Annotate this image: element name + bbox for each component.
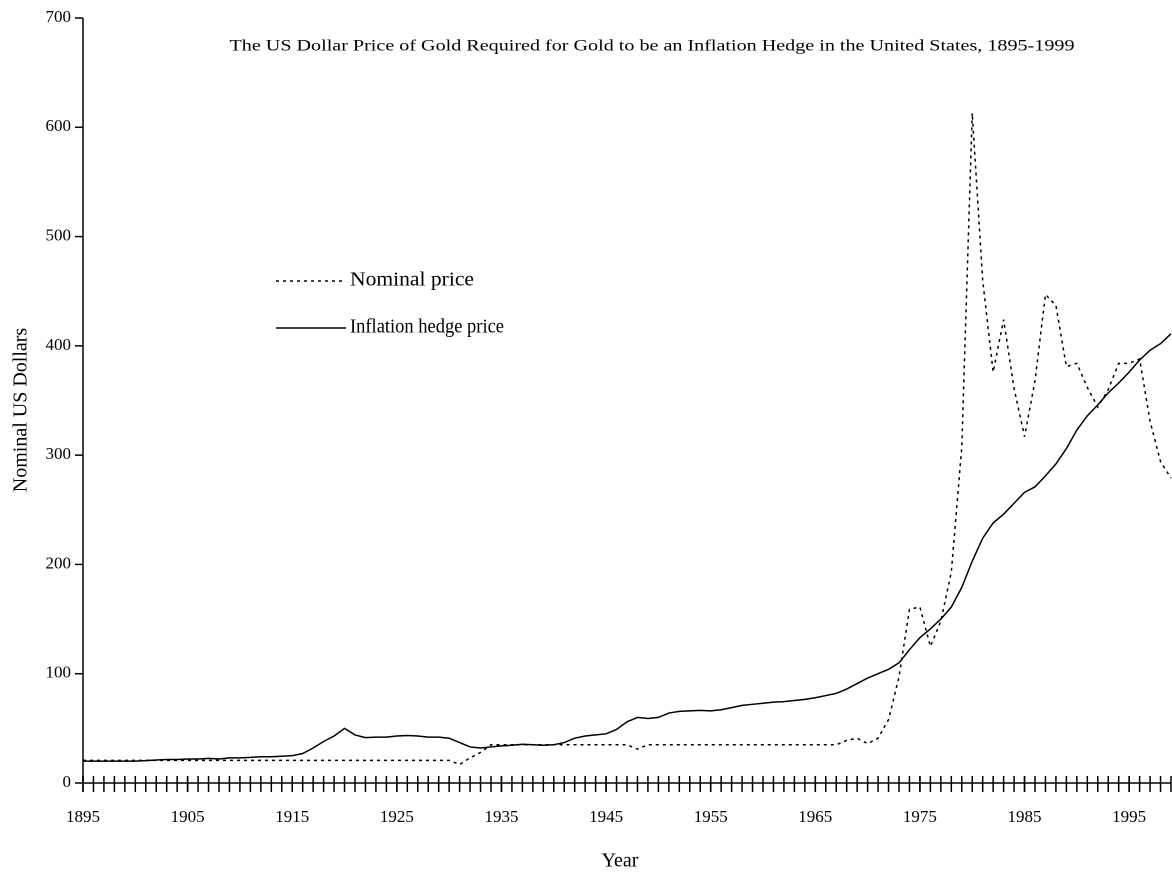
line-series: [83, 113, 1172, 766]
legend-label: Nominal price: [350, 269, 474, 291]
y-axis-label: Nominal US Dollars: [10, 328, 32, 493]
y-tick-label: 0: [63, 772, 72, 791]
y-tick-label: 700: [46, 7, 72, 26]
legend-label: Inflation hedge price: [350, 316, 504, 338]
line-series: [83, 333, 1172, 762]
y-tick-label: 300: [46, 444, 72, 463]
y-tick-label: 600: [46, 116, 72, 135]
x-tick-label: 1915: [275, 807, 309, 826]
y-tick-label: 100: [46, 663, 72, 682]
y-tick-label: 500: [46, 225, 72, 244]
x-tick-label: 1955: [694, 807, 728, 826]
x-axis-label: Year: [602, 850, 639, 872]
x-tick-label: 1895: [66, 807, 100, 826]
y-tick-label: 200: [46, 553, 72, 572]
x-tick-label: 1945: [589, 807, 623, 826]
x-tick-label: 1905: [171, 807, 205, 826]
x-tick-label: 1925: [380, 807, 414, 826]
x-tick-label: 1985: [1008, 807, 1042, 826]
chart-title: The US Dollar Price of Gold Required for…: [230, 38, 1075, 55]
x-tick-label: 1995: [1112, 807, 1146, 826]
x-tick-label: 1935: [484, 807, 518, 826]
x-tick-label: 1975: [903, 807, 937, 826]
y-tick-label: 400: [46, 335, 72, 354]
x-tick-label: 1965: [798, 807, 832, 826]
